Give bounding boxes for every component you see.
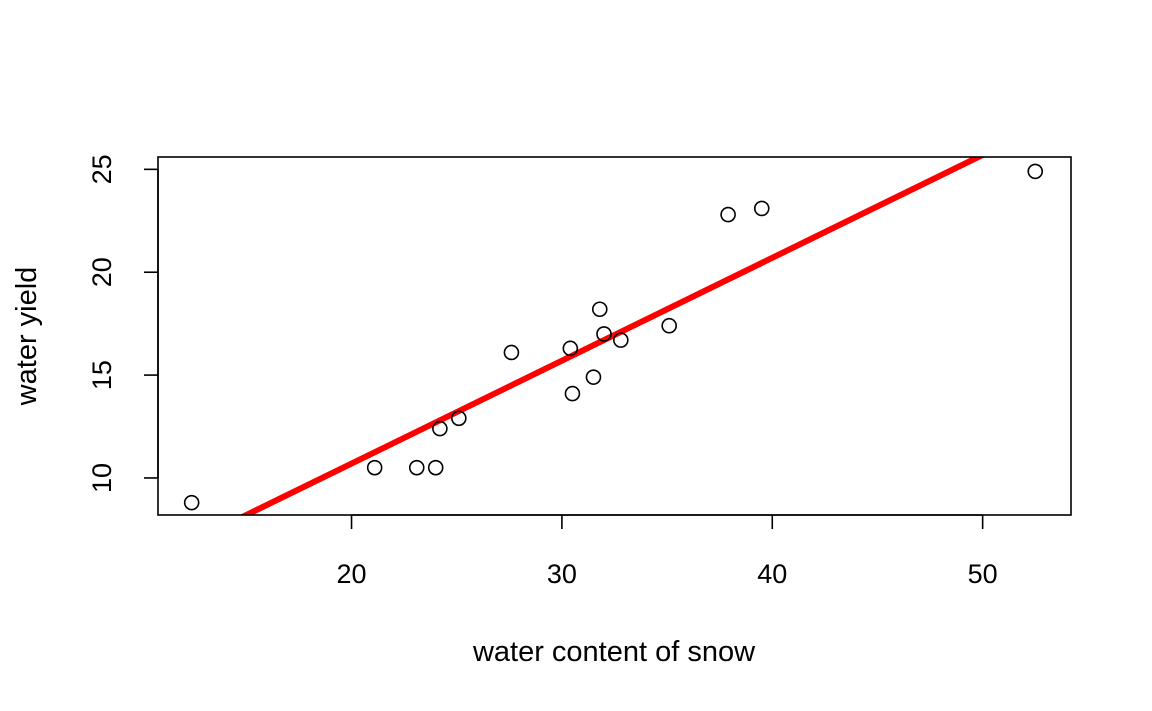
data-points xyxy=(183,163,1044,511)
data-point xyxy=(753,200,770,217)
data-point xyxy=(366,459,383,476)
data-point xyxy=(596,326,612,342)
fit-line-layer xyxy=(239,157,986,515)
x-axis-title: water content of snow xyxy=(472,636,756,668)
y-tick-label: 25 xyxy=(87,154,117,184)
data-point xyxy=(408,459,425,476)
data-point xyxy=(183,494,200,511)
data-point xyxy=(661,317,677,334)
data-point xyxy=(1027,163,1044,180)
x-tick-label: 30 xyxy=(547,559,577,589)
data-point xyxy=(585,369,602,385)
data-point xyxy=(503,344,520,361)
y-axis-title: water yield xyxy=(11,267,43,407)
data-point xyxy=(591,301,608,318)
data-point xyxy=(432,420,448,437)
data-point xyxy=(720,206,736,223)
data-point xyxy=(613,332,629,348)
x-axis: 20 30 40 50 xyxy=(337,514,998,589)
data-point xyxy=(451,410,467,427)
y-tick-label: 10 xyxy=(87,463,117,493)
y-tick-label: 15 xyxy=(87,360,117,390)
data-point xyxy=(427,459,444,476)
y-axis: 10 15 20 25 xyxy=(87,154,159,493)
x-tick-label: 20 xyxy=(337,559,367,589)
y-tick-label: 20 xyxy=(87,257,117,287)
x-tick-label: 40 xyxy=(757,559,787,589)
data-point xyxy=(564,385,581,402)
x-tick-label: 50 xyxy=(968,559,998,589)
regression-line xyxy=(239,157,986,515)
data-point xyxy=(562,340,579,357)
